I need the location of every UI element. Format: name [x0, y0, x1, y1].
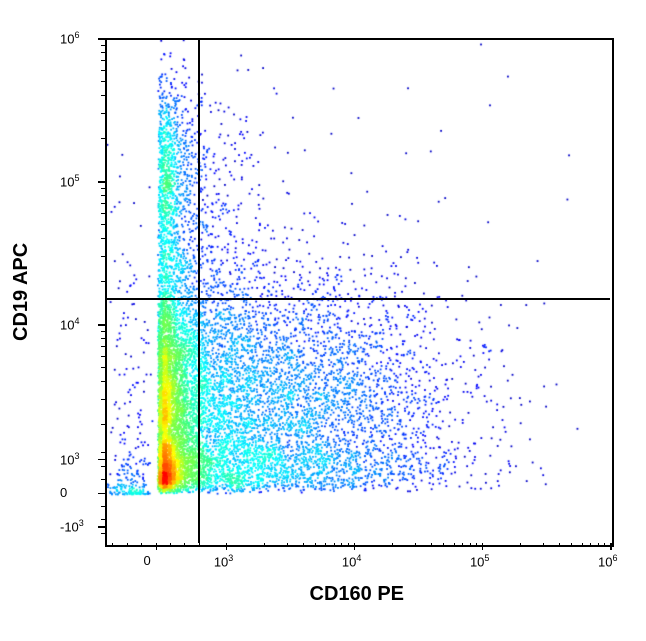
tick-mark: [98, 324, 105, 326]
tick-mark: [431, 543, 432, 547]
tick-mark: [101, 138, 105, 139]
tick-mark: [520, 543, 521, 547]
tick-label: 105: [470, 553, 489, 569]
tick-mark: [101, 479, 105, 480]
tick-mark: [98, 38, 105, 40]
tick-mark: [101, 356, 105, 357]
tick-mark: [325, 543, 326, 547]
tick-label: 103: [60, 451, 79, 467]
tick-mark: [101, 238, 105, 239]
tick-mark: [101, 424, 105, 425]
tick-mark: [101, 195, 105, 196]
tick-mark: [470, 543, 471, 547]
tick-mark: [101, 188, 105, 189]
tick-mark: [571, 543, 572, 547]
tick-label: 0: [60, 485, 67, 500]
tick-mark: [559, 543, 560, 547]
tick-mark: [112, 543, 113, 547]
tick-mark: [315, 543, 316, 547]
tick-mark: [101, 52, 105, 53]
tick-mark: [101, 224, 105, 225]
tick-mark: [354, 543, 356, 550]
tick-mark: [476, 543, 477, 547]
tick-mark: [482, 543, 484, 550]
tick-mark: [101, 60, 105, 61]
chart-container: CD19 APC CD160 PE 0 103 104 105 106 -103 0 103 1…: [0, 0, 646, 641]
tick-mark: [98, 181, 105, 183]
tick-mark: [590, 543, 591, 547]
tick-mark: [101, 506, 105, 507]
tick-mark: [101, 466, 105, 467]
y-axis-label: CD19 APC: [10, 242, 33, 340]
tick-mark: [334, 543, 335, 547]
tick-mark: [264, 543, 265, 547]
tick-mark: [443, 543, 444, 547]
tick-mark: [101, 346, 105, 347]
tick-label: 104: [60, 316, 79, 332]
tick-mark: [156, 543, 158, 550]
tick-mark: [101, 367, 105, 368]
tick-label: 103: [214, 553, 233, 569]
flow-cytometry-plot: [105, 38, 614, 547]
tick-mark: [101, 281, 105, 282]
tick-mark: [598, 543, 599, 547]
tick-mark: [127, 543, 128, 547]
tick-mark: [141, 543, 142, 547]
tick-mark: [101, 338, 105, 339]
tick-mark: [462, 543, 463, 547]
tick-mark: [392, 543, 393, 547]
tick-mark: [101, 519, 105, 520]
tick-mark: [101, 256, 105, 257]
tick-mark: [101, 113, 105, 114]
tick-mark: [184, 543, 185, 547]
tick-mark: [101, 452, 105, 453]
tick-mark: [98, 526, 105, 528]
tick-label: -103: [60, 518, 84, 534]
tick-mark: [341, 543, 342, 547]
quadrant-line-vertical: [198, 38, 201, 543]
tick-mark: [226, 543, 228, 550]
tick-mark: [101, 533, 105, 534]
tick-mark: [582, 543, 583, 547]
tick-mark: [101, 331, 105, 332]
tick-mark: [101, 381, 105, 382]
tick-mark: [101, 70, 105, 71]
tick-mark: [98, 493, 105, 495]
tick-mark: [610, 543, 612, 550]
x-axis-label: CD160 PE: [310, 583, 405, 606]
tick-label: 106: [598, 553, 617, 569]
tick-mark: [101, 95, 105, 96]
tick-mark: [454, 543, 455, 547]
tick-mark: [101, 399, 105, 400]
tick-label: 105: [60, 173, 79, 189]
tick-mark: [287, 543, 288, 547]
tick-mark: [348, 543, 349, 547]
tick-label: 0: [144, 553, 151, 568]
tick-mark: [101, 81, 105, 82]
tick-label: 106: [60, 30, 79, 46]
tick-mark: [170, 543, 171, 547]
tick-mark: [604, 543, 605, 547]
tick-mark: [101, 45, 105, 46]
tick-mark: [303, 543, 304, 547]
tick-mark: [415, 543, 416, 547]
tick-mark: [543, 543, 544, 547]
tick-mark: [101, 213, 105, 214]
quadrant-line-horizontal: [105, 298, 610, 301]
tick-mark: [101, 203, 105, 204]
tick-mark: [98, 459, 105, 461]
tick-mark: [199, 543, 200, 547]
tick-label: 104: [342, 553, 361, 569]
